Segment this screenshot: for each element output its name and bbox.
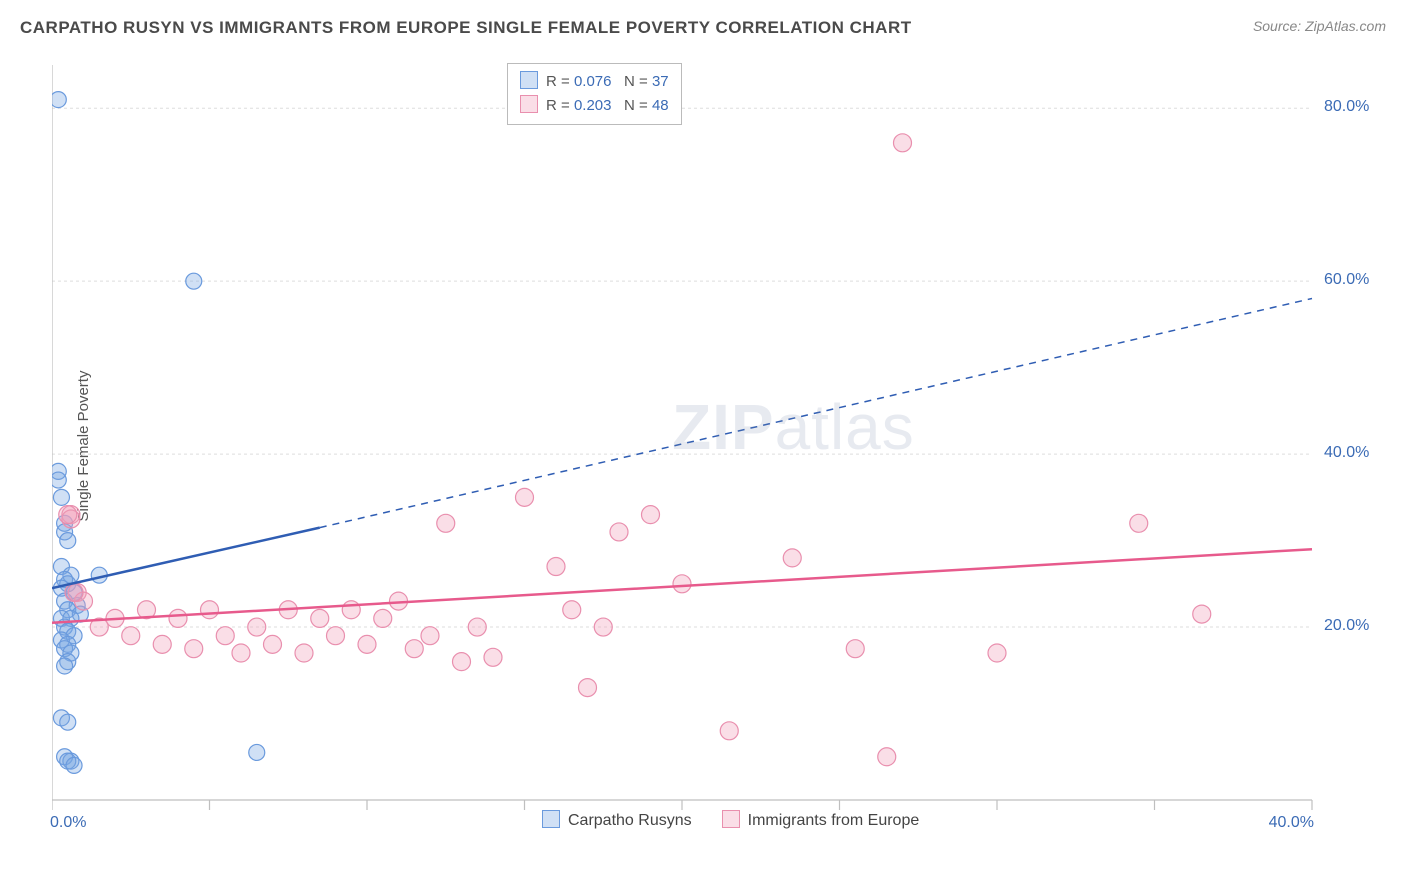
legend-swatch xyxy=(520,95,538,113)
x-tick-label: 0.0% xyxy=(50,814,110,832)
legend-label: Carpatho Rusyns xyxy=(568,812,692,829)
legend-swatch xyxy=(722,810,740,828)
n-value: 48 xyxy=(652,97,669,114)
y-tick-label: 80.0% xyxy=(1324,98,1369,116)
y-tick-label: 20.0% xyxy=(1324,617,1369,635)
legend-label: Immigrants from Europe xyxy=(748,812,920,829)
n-label: N = xyxy=(624,73,652,90)
n-value: 37 xyxy=(652,73,669,90)
series-legend: Carpatho Rusyns Immigrants from Europe xyxy=(542,810,949,830)
n-label: N = xyxy=(624,97,652,114)
correlation-legend: R = 0.076 N = 37R = 0.203 N = 48 xyxy=(507,63,682,125)
y-tick-label: 60.0% xyxy=(1324,271,1369,289)
plot-area: ZIPatlas R = 0.076 N = 37R = 0.203 N = 4… xyxy=(52,60,1372,830)
legend-swatch xyxy=(542,810,560,828)
legend-swatch xyxy=(520,71,538,89)
r-value: 0.076 xyxy=(574,73,612,90)
r-label: R = xyxy=(546,97,574,114)
legend-stat-row: R = 0.076 N = 37 xyxy=(520,70,669,94)
legend-stat-row: R = 0.203 N = 48 xyxy=(520,94,669,118)
source-value: ZipAtlas.com xyxy=(1305,18,1386,34)
r-label: R = xyxy=(546,73,574,90)
x-tick-label: 40.0% xyxy=(1254,814,1314,832)
source-prefix: Source: xyxy=(1253,18,1305,34)
source-label: Source: ZipAtlas.com xyxy=(1253,18,1386,34)
scatter-chart xyxy=(52,60,1372,830)
legend-item: Carpatho Rusyns xyxy=(542,810,692,830)
r-value: 0.203 xyxy=(574,97,612,114)
legend-item: Immigrants from Europe xyxy=(722,810,920,830)
chart-title: CARPATHO RUSYN VS IMMIGRANTS FROM EUROPE… xyxy=(20,18,912,37)
y-tick-label: 40.0% xyxy=(1324,444,1369,462)
